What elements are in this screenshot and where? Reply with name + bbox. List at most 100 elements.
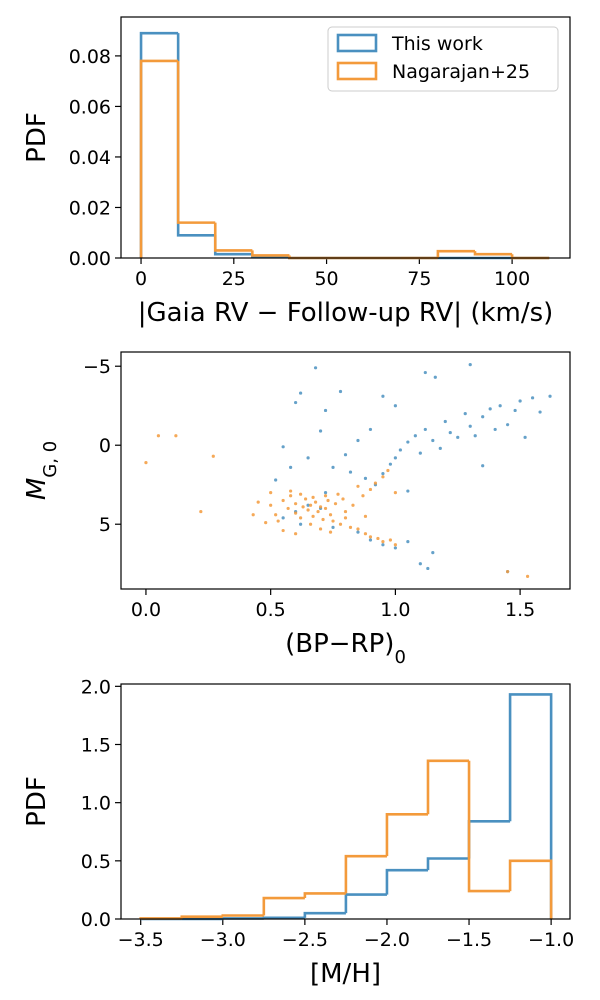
scatter-point — [338, 522, 343, 526]
scatter-point — [306, 503, 310, 507]
scatter-point — [211, 454, 215, 458]
scatter-point — [481, 464, 485, 468]
histogram-bin — [426, 857, 470, 871]
scatter-point — [406, 540, 410, 544]
x-tick-label: 1.0 — [380, 599, 410, 621]
scatter-point — [323, 408, 328, 413]
scatter-point — [313, 366, 318, 370]
legend-box — [327, 26, 559, 92]
y-axis-label-main: PDF — [22, 776, 52, 827]
scatter-point — [321, 517, 325, 522]
scatter-point — [336, 492, 340, 496]
scatter-point — [393, 491, 397, 495]
scatter-point — [251, 513, 255, 517]
scatter-point — [333, 502, 338, 506]
scatter-point — [473, 434, 477, 438]
scatter-point — [323, 491, 328, 495]
histogram-bin — [473, 251, 513, 256]
scatter-point — [381, 475, 385, 479]
y-tick-label: 2.0 — [81, 676, 111, 698]
histogram-bin — [139, 59, 179, 258]
scatter-point — [343, 509, 348, 514]
histogram-bin — [467, 760, 511, 893]
x-tick-label: 50 — [314, 268, 338, 290]
scatter-point — [303, 497, 308, 501]
scatter-point — [156, 434, 161, 438]
scatter-point — [341, 497, 345, 501]
y-axis-label: PDF — [22, 776, 52, 827]
histogram-bin — [344, 893, 387, 914]
scatter-point — [525, 574, 530, 578]
panel: 0.0 0.5 1.0 1.5−505(BP−RP)0MG, 0 — [22, 351, 571, 668]
scatter-point — [386, 468, 390, 473]
y-axis-label-main: M — [22, 478, 52, 500]
scatter-point — [388, 538, 392, 542]
scatter-point — [308, 503, 313, 507]
scatter-point — [294, 532, 298, 536]
y-tick-label: −5 — [83, 356, 111, 378]
axes-frame — [120, 683, 571, 920]
x-axis-label-main: |Gaia RV − Follow-up RV| (km/s) — [138, 298, 554, 328]
scatter-point — [269, 491, 273, 495]
y-tick-label: 0.04 — [69, 147, 111, 169]
scatter-point — [406, 489, 410, 493]
x-axis-label-sub: 0 — [394, 647, 405, 668]
scatter-point — [318, 429, 323, 433]
scatter-point — [433, 375, 437, 379]
scatter-point — [363, 514, 368, 518]
scatter-point — [306, 456, 310, 460]
y-axis-label: MG, 0 — [22, 441, 61, 500]
scatter-point — [376, 536, 380, 541]
scatter-point — [498, 404, 502, 408]
x-tick-label: 25 — [222, 268, 246, 290]
y-tick-label: 1.0 — [81, 793, 111, 815]
scatter-point — [331, 525, 335, 529]
histogram-bin — [385, 812, 428, 857]
scatter-point — [294, 511, 298, 515]
axes-frame — [120, 16, 571, 259]
scatter-point — [381, 472, 385, 476]
scatter-point — [328, 530, 333, 534]
x-tick-label: 100 — [494, 268, 530, 290]
histogram-bin — [344, 854, 387, 894]
x-tick-label: 0 — [135, 268, 147, 290]
scatter-point — [311, 495, 315, 499]
scatter-point — [356, 438, 360, 443]
scatter-point — [513, 408, 517, 413]
scatter-point — [144, 461, 148, 465]
scatter-point — [343, 453, 348, 457]
histogram-bin — [303, 911, 346, 918]
scatter-point — [523, 435, 527, 439]
legend-swatch — [336, 61, 378, 81]
scatter-point — [328, 513, 333, 517]
scatter-point — [311, 514, 315, 518]
histogram-bin — [251, 250, 290, 257]
scatter-point — [348, 470, 353, 474]
scatter-point — [488, 407, 492, 411]
y-axis-label-sub: G, 0 — [40, 441, 61, 478]
x-tick-label: −3.5 — [118, 929, 164, 951]
x-tick-label: 0.0 — [131, 599, 161, 621]
panel: 0 25 50 75 100 0.00 0.02 0.04 0.06 0.08 |Gaia RV −… — [22, 16, 571, 328]
scatter-point — [418, 451, 422, 455]
scatter-point — [368, 535, 373, 539]
scatter-point — [468, 363, 472, 367]
scatter-point — [530, 396, 535, 400]
y-tick-label: 0.06 — [69, 96, 111, 118]
scatter-point — [506, 570, 510, 574]
scatter-point — [548, 394, 552, 398]
scatter-point — [343, 516, 348, 520]
legend-label: Nagarajan+25 — [392, 61, 530, 83]
scatter-point — [308, 522, 313, 526]
scatter-point — [318, 505, 323, 509]
scatter-point — [393, 543, 397, 547]
scatter-point — [323, 506, 328, 511]
scatter-point — [316, 509, 320, 514]
histogram-bin — [180, 915, 223, 919]
y-tick-label: 0.00 — [69, 248, 111, 270]
scatter-point — [199, 509, 203, 514]
scatter-point — [299, 391, 303, 395]
histogram-bin — [176, 33, 216, 237]
scatter-point — [368, 538, 373, 542]
histogram-bin — [426, 759, 470, 815]
